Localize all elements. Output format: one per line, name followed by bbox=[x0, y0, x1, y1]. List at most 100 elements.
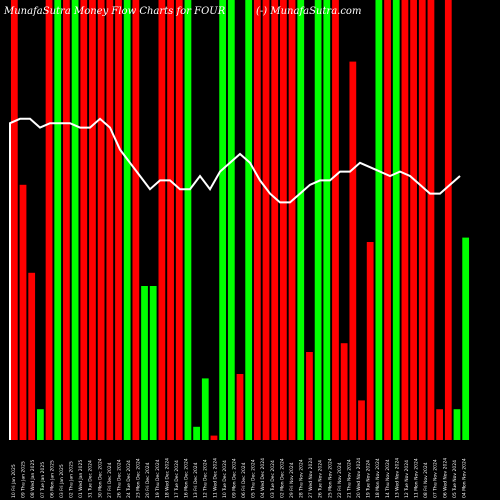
x-tick-label-0: 10 Fri Jan 2025 bbox=[11, 464, 17, 498]
bar-15 bbox=[141, 286, 148, 440]
x-tick-label-40: 13 Wed Nov 2024 bbox=[394, 458, 400, 498]
bar-48 bbox=[427, 0, 435, 440]
bar-3 bbox=[36, 409, 44, 440]
x-tick-label-2: 08 Wed Jan 2025 bbox=[30, 460, 36, 498]
x-tick-label-39: 14 Thu Nov 2024 bbox=[385, 459, 391, 498]
x-tick-label-19: 13 Fri Dec 2024 bbox=[193, 462, 199, 498]
x-tick-label-18: 16 Mon Dec 2024 bbox=[184, 458, 190, 498]
bar-1 bbox=[19, 184, 27, 440]
x-tick-label-17: 17 Tue Dec 2024 bbox=[174, 460, 180, 498]
bar-22 bbox=[201, 378, 209, 440]
bar-0 bbox=[10, 0, 18, 440]
bar-34 bbox=[306, 352, 313, 440]
bar-16 bbox=[149, 286, 157, 440]
x-tick-label-14: 20 Fri Dec 2024 bbox=[145, 462, 151, 498]
x-tick-label-33: 25 Mon Nov 2024 bbox=[327, 458, 333, 498]
x-tick-label-29: 29 Fri Nov 2024 bbox=[289, 462, 295, 498]
bar-2 bbox=[28, 272, 36, 440]
bar-30 bbox=[271, 0, 279, 440]
x-tick-label-10: 27 Fri Dec 2024 bbox=[107, 462, 113, 498]
x-tick-label-24: 06 Fri Dec 2024 bbox=[241, 462, 247, 498]
bar-4 bbox=[45, 0, 53, 440]
x-tick-label-26: 04 Wed Dec 2024 bbox=[260, 458, 266, 498]
x-tick-label-43: 08 Fri Nov 2024 bbox=[423, 462, 429, 498]
bar-6 bbox=[63, 0, 70, 440]
bar-28 bbox=[253, 0, 261, 440]
bar-45 bbox=[401, 0, 409, 440]
x-tick-label-27: 03 Tue Dec 2024 bbox=[270, 460, 276, 498]
bar-38 bbox=[340, 343, 348, 440]
bar-23 bbox=[210, 435, 218, 440]
bar-17 bbox=[158, 0, 166, 440]
x-tick-label-5: 03 Fri Jan 2025 bbox=[59, 464, 65, 498]
x-tick-label-28: 02 Mon Dec 2024 bbox=[279, 458, 285, 498]
x-tick-label-47: 04 Mon Nov 2024 bbox=[461, 458, 467, 498]
x-tick-label-9: 30 Mon Dec 2024 bbox=[97, 458, 103, 498]
bar-43 bbox=[384, 0, 391, 440]
x-tick-label-21: 11 Wed Dec 2024 bbox=[212, 458, 218, 498]
bar-5 bbox=[54, 0, 62, 440]
bar-7 bbox=[71, 0, 79, 440]
bar-33 bbox=[297, 0, 305, 440]
bar-25 bbox=[227, 0, 235, 440]
bar-32 bbox=[288, 0, 296, 440]
x-tick-label-12: 24 Tue Dec 2024 bbox=[126, 460, 132, 498]
bar-8 bbox=[80, 0, 88, 440]
bar-40 bbox=[358, 400, 365, 440]
x-tick-label-46: 05 Tue Nov 2024 bbox=[452, 460, 458, 498]
x-tick-label-8: 31 Tue Dec 2024 bbox=[88, 460, 94, 498]
x-tick-label-11: 26 Thu Dec 2024 bbox=[116, 459, 122, 498]
x-tick-label-25: 05 Thu Dec 2024 bbox=[251, 459, 257, 498]
x-tick-label-16: 18 Wed Dec 2024 bbox=[164, 458, 170, 498]
x-tick-label-7: 01 Wed Jan 2025 bbox=[78, 460, 84, 498]
bar-27 bbox=[245, 0, 253, 440]
bar-35 bbox=[314, 0, 322, 440]
bar-46 bbox=[410, 0, 417, 440]
bar-18 bbox=[167, 0, 174, 440]
x-tick-label-15: 19 Thu Dec 2024 bbox=[155, 459, 161, 498]
x-tick-label-22: 10 Tue Dec 2024 bbox=[222, 460, 228, 498]
x-tick-label-35: 21 Thu Nov 2024 bbox=[346, 459, 352, 498]
bar-13 bbox=[123, 0, 131, 440]
bar-42 bbox=[375, 0, 383, 440]
x-tick-label-13: 23 Mon Dec 2024 bbox=[136, 458, 142, 498]
bar-52 bbox=[462, 237, 470, 440]
x-tick-label-44: 07 Thu Nov 2024 bbox=[433, 459, 439, 498]
bar-10 bbox=[97, 0, 105, 440]
bar-41 bbox=[366, 242, 374, 440]
bar-51 bbox=[453, 409, 461, 440]
x-tick-label-37: 19 Tue Nov 2024 bbox=[366, 460, 372, 498]
bar-29 bbox=[262, 0, 270, 440]
bar-47 bbox=[418, 0, 426, 440]
bar-24 bbox=[219, 0, 227, 440]
bar-50 bbox=[444, 0, 452, 440]
bar-9 bbox=[89, 0, 96, 440]
bar-26 bbox=[236, 374, 244, 440]
bar-49 bbox=[436, 409, 444, 440]
bar-14 bbox=[132, 0, 140, 440]
x-tick-label-4: 06 Mon Jan 2025 bbox=[49, 460, 55, 498]
x-tick-label-6: 02 Thu Jan 2025 bbox=[69, 461, 75, 498]
x-tick-label-34: 22 Fri Nov 2024 bbox=[337, 462, 343, 498]
x-tick-label-45: 06 Wed Nov 2024 bbox=[442, 458, 448, 498]
chart-title-right: (-) MunafaSutra.com bbox=[256, 6, 361, 17]
chart-title: MunafaSutra Money Flow Charts for FOUR bbox=[3, 6, 226, 17]
x-tick-label-38: 18 Mon Nov 2024 bbox=[375, 458, 381, 498]
x-tick-label-23: 09 Mon Dec 2024 bbox=[231, 458, 237, 498]
bar-37 bbox=[332, 0, 339, 440]
bar-39 bbox=[349, 61, 357, 440]
bar-21 bbox=[193, 426, 200, 440]
price-line bbox=[9, 117, 461, 440]
x-tick-label-41: 12 Tue Nov 2024 bbox=[404, 460, 410, 498]
bar-11 bbox=[106, 0, 114, 440]
x-tick-label-36: 20 Wed Nov 2024 bbox=[356, 458, 362, 498]
x-tick-label-30: 28 Thu Nov 2024 bbox=[299, 459, 305, 498]
bar-12 bbox=[115, 0, 122, 440]
x-tick-label-31: 27 Wed Nov 2024 bbox=[308, 458, 314, 498]
x-tick-label-3: 07 Tue Jan 2025 bbox=[40, 462, 46, 498]
bar-20 bbox=[184, 0, 192, 440]
x-tick-label-42: 11 Mon Nov 2024 bbox=[414, 458, 420, 498]
bar-44 bbox=[392, 0, 400, 440]
